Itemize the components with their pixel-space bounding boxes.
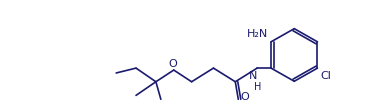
Text: N: N: [249, 71, 257, 81]
Text: O: O: [240, 92, 249, 102]
Text: O: O: [168, 59, 177, 69]
Text: H₂N: H₂N: [247, 29, 268, 39]
Text: amino: amino: [268, 37, 273, 38]
Text: Cl: Cl: [320, 71, 331, 81]
Text: H: H: [254, 82, 262, 92]
